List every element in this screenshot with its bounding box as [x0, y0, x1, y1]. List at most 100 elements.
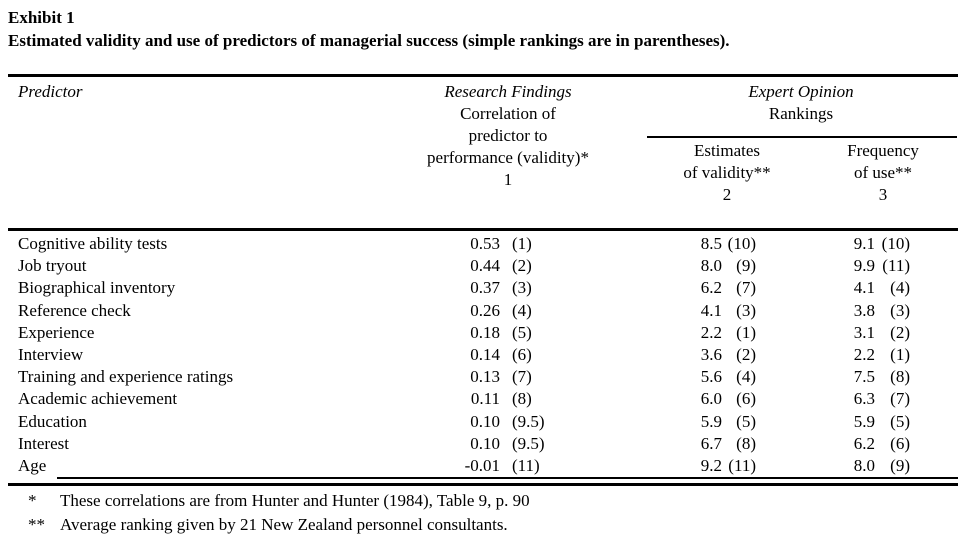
footnote-text: Average ranking given by 21 New Zealand …	[60, 515, 508, 534]
estimate-value: 9.2	[700, 455, 722, 475]
frequency-rank: (1)	[890, 344, 910, 364]
estimate-rank: (8)	[736, 433, 756, 453]
body-bottom-thin-rule	[57, 477, 958, 479]
table-row: Academic achievement 0.11 (8) 6.0 (6) 6.…	[8, 388, 958, 410]
frequency-header-line1: Frequency	[847, 141, 919, 160]
research-header-line2: predictor to	[468, 126, 548, 145]
validity-value: 0.18	[470, 322, 500, 342]
frequency-value: 2.2	[853, 344, 875, 364]
validity-value: 0.37	[470, 278, 500, 298]
validity-rank: (2)	[512, 256, 532, 276]
predictor-cell: Job tryout	[18, 256, 87, 276]
estimates-header-line1: Estimates	[693, 141, 761, 160]
frequency-rank: (8)	[890, 367, 910, 387]
validity-rank: (5)	[512, 322, 532, 342]
frequency-value: 9.9	[853, 256, 875, 276]
frequency-of-use-header: Frequency of use** 3	[805, 140, 961, 206]
frequency-rank: (10)	[881, 234, 910, 253]
table-row: Education 0.10 (9.5) 5.9 (5) 5.9 (5)	[8, 411, 958, 433]
footnote-marker: *	[28, 491, 37, 510]
estimate-value: 5.9	[700, 411, 722, 431]
frequency-value: 7.5	[853, 367, 875, 387]
table-row: Interest 0.10 (9.5) 6.7 (8) 6.2 (6)	[8, 433, 958, 455]
table-body: Cognitive ability tests 0.53 (1) 8.5 (10…	[8, 233, 958, 477]
footnote: ** Average ranking given by 21 New Zeala…	[8, 513, 530, 537]
table-row: Training and experience ratings 0.13 (7)…	[8, 366, 958, 388]
frequency-header-line2: of use**	[853, 163, 913, 182]
predictor-cell: Academic achievement	[18, 389, 178, 409]
research-findings-header: Research Findings Correlation of predict…	[358, 81, 658, 191]
validity-value: 0.14	[470, 344, 500, 364]
estimate-value: 3.6	[700, 344, 722, 364]
validity-rank: (1)	[512, 234, 532, 253]
validity-value: 0.10	[470, 411, 500, 431]
table-row: Biographical inventory 0.37 (3) 6.2 (7) …	[8, 277, 958, 299]
predictor-cell: Interview	[18, 344, 84, 364]
table-row: Age -0.01 (11) 9.2 (11) 8.0 (9)	[8, 455, 958, 477]
frequency-rank: (3)	[890, 300, 910, 320]
estimate-rank: (6)	[736, 389, 756, 409]
exhibit-number: Exhibit 1	[8, 8, 75, 27]
table-row: Job tryout 0.44 (2) 8.0 (9) 9.9 (11)	[8, 255, 958, 277]
estimate-rank: (5)	[736, 411, 756, 431]
estimates-column-number: 2	[722, 185, 732, 204]
estimate-rank: (1)	[736, 322, 756, 342]
validity-rank: (3)	[512, 278, 532, 298]
footnotes: * These correlations are from Hunter and…	[8, 489, 530, 537]
validity-rank: (7)	[512, 367, 532, 387]
predictor-column-header: Predictor	[18, 82, 83, 101]
table-row: Cognitive ability tests 0.53 (1) 8.5 (10…	[8, 233, 958, 255]
rankings-label: Rankings	[768, 104, 834, 123]
frequency-rank: (6)	[890, 433, 910, 453]
table-row: Reference check 0.26 (4) 4.1 (3) 3.8 (3)	[8, 300, 958, 322]
exhibit-title-block: Exhibit 1 Estimated validity and use of …	[8, 6, 730, 52]
validity-value: 0.26	[470, 300, 500, 320]
frequency-value: 8.0	[853, 455, 875, 475]
frequency-rank: (9)	[890, 455, 910, 475]
frequency-value: 4.1	[853, 278, 875, 298]
estimate-value: 6.0	[700, 389, 722, 409]
estimate-value: 5.6	[700, 367, 722, 387]
validity-rank: (9.5)	[512, 433, 545, 453]
estimate-rank: (11)	[728, 455, 756, 475]
frequency-rank: (4)	[890, 278, 910, 298]
validity-rank: (4)	[512, 300, 532, 320]
expert-opinion-group-label: Expert Opinion	[748, 82, 854, 101]
validity-value: -0.01	[464, 455, 500, 475]
validity-rank: (8)	[512, 389, 532, 409]
estimate-rank: (7)	[736, 278, 756, 298]
validity-rank: (6)	[512, 344, 532, 364]
validity-rank: (11)	[512, 455, 540, 475]
frequency-value: 3.8	[853, 300, 875, 320]
predictor-cell: Biographical inventory	[18, 278, 176, 298]
validity-value: 0.53	[470, 234, 500, 253]
table-row: Experience 0.18 (5) 2.2 (1) 3.1 (2)	[8, 322, 958, 344]
table-bottom-rule	[8, 483, 958, 486]
predictor-cell: Education	[18, 411, 87, 431]
header-bottom-rule	[8, 228, 958, 231]
predictor-cell: Interest	[18, 433, 69, 453]
research-column-number: 1	[503, 170, 513, 189]
footnote: * These correlations are from Hunter and…	[8, 489, 530, 513]
predictor-cell: Training and experience ratings	[18, 367, 234, 387]
frequency-value: 5.9	[853, 411, 875, 431]
frequency-column-number: 3	[878, 185, 888, 204]
estimate-value: 6.2	[700, 278, 722, 298]
footnote-text: These correlations are from Hunter and H…	[60, 491, 530, 510]
frequency-value: 6.2	[853, 433, 875, 453]
validity-value: 0.10	[470, 433, 500, 453]
estimate-value: 6.7	[700, 433, 722, 453]
frequency-rank: (2)	[890, 322, 910, 342]
predictor-cell: Age	[18, 455, 47, 475]
validity-value: 0.44	[470, 256, 500, 276]
estimate-value: 2.2	[700, 322, 722, 342]
research-header-line1: Correlation of	[460, 104, 556, 123]
frequency-value: 3.1	[853, 322, 875, 342]
research-findings-group-label: Research Findings	[444, 82, 572, 101]
estimates-header-line2: of validity**	[683, 163, 771, 182]
estimate-rank: (4)	[736, 367, 756, 387]
exhibit-caption: Estimated validity and use of predictors…	[8, 31, 730, 50]
research-header-line3: performance (validity)*	[427, 148, 589, 167]
estimate-value: 8.5	[700, 234, 722, 253]
